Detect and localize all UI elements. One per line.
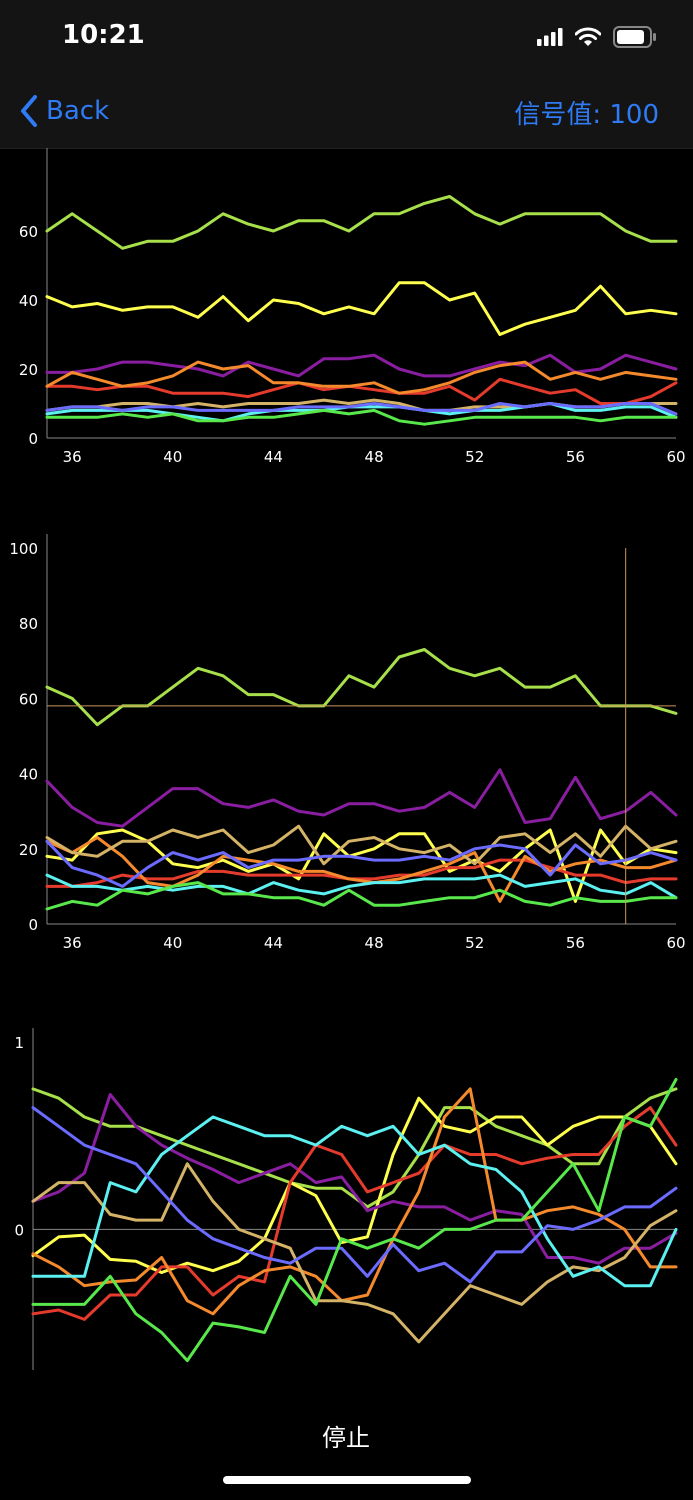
y-tick-label: 40: [19, 292, 38, 310]
charts-area: 0 20 40 60 36 40 44 48 52 56 60 0 20 40 60 80 100 36 40 44 4…: [9, 148, 686, 1370]
y-tick-label: 60: [19, 690, 38, 708]
back-label: Back: [46, 96, 110, 126]
status-icons: [537, 26, 657, 48]
series-line-2: [45, 281, 678, 336]
series-line-9: [45, 408, 678, 426]
cellular-signal-icon: [537, 28, 563, 46]
chart-2: 0 20 40 60 80 100 36 40 44 48 52 56 60: [9, 534, 686, 952]
y-tick-label: 40: [19, 766, 38, 784]
x-tick-label: 40: [163, 934, 182, 952]
series-line-5: [31, 1087, 678, 1316]
series-line-2: [31, 1096, 678, 1274]
x-tick-label: 56: [566, 448, 585, 466]
series-line-4: [45, 377, 678, 405]
series-line-8: [45, 402, 678, 416]
y-tick-label: 100: [9, 540, 38, 558]
series-line-3: [45, 353, 678, 378]
series-line-1: [45, 648, 678, 727]
x-tick-label: 44: [264, 934, 283, 952]
x-tick-label: 60: [666, 448, 685, 466]
series-line-5: [45, 360, 678, 395]
status-bar: 10:21: [0, 0, 693, 76]
y-tick-label: 0: [14, 1221, 24, 1239]
battery-icon: [613, 26, 656, 48]
series-line-1: [45, 195, 678, 250]
x-tick-label: 60: [666, 934, 685, 952]
series-line-7: [31, 1115, 678, 1288]
series-line-6: [45, 824, 678, 866]
back-button[interactable]: Back: [20, 94, 109, 128]
x-tick-label: 48: [365, 934, 384, 952]
x-tick-label: 40: [163, 448, 182, 466]
series-line-5: [45, 836, 678, 903]
series-line-8: [45, 839, 678, 888]
stop-button[interactable]: 停止: [322, 1424, 370, 1452]
x-tick-label: 52: [465, 934, 484, 952]
series-line-7: [45, 873, 678, 900]
home-indicator: [223, 1476, 471, 1484]
series-line-3: [45, 768, 678, 828]
y-tick-label: 0: [28, 916, 38, 934]
signal-value-label: 信号值: 100: [514, 100, 659, 130]
series-line-9: [45, 881, 678, 911]
x-tick-label: 48: [365, 448, 384, 466]
series-line-4: [45, 858, 678, 888]
chart-3: 01: [14, 1028, 678, 1370]
y-tick-label: 0: [28, 430, 38, 448]
y-tick-label: 60: [19, 223, 38, 241]
y-tick-label: 20: [19, 841, 38, 859]
series-line-2: [45, 828, 678, 903]
y-tick-label: 80: [19, 615, 38, 633]
series-line-9: [31, 1078, 678, 1363]
x-tick-label: 44: [264, 448, 283, 466]
series-line-3: [31, 1093, 678, 1265]
x-tick-label: 52: [465, 448, 484, 466]
status-time: 10:21: [62, 20, 145, 50]
series-line-8: [31, 1106, 678, 1284]
x-tick-label: 36: [63, 934, 82, 952]
x-tick-label: 56: [566, 934, 585, 952]
y-tick-label: 1: [14, 1034, 24, 1052]
wifi-icon: [575, 27, 601, 46]
x-tick-label: 36: [63, 448, 82, 466]
chevron-left-icon: [21, 95, 37, 127]
series-line-4: [31, 1106, 678, 1321]
chart-1: 0 20 40 60 36 40 44 48 52 56 60: [19, 148, 686, 466]
series-line-7: [45, 402, 678, 423]
nav-bar: Back 信号值: 100: [0, 76, 693, 149]
y-tick-label: 20: [19, 361, 38, 379]
